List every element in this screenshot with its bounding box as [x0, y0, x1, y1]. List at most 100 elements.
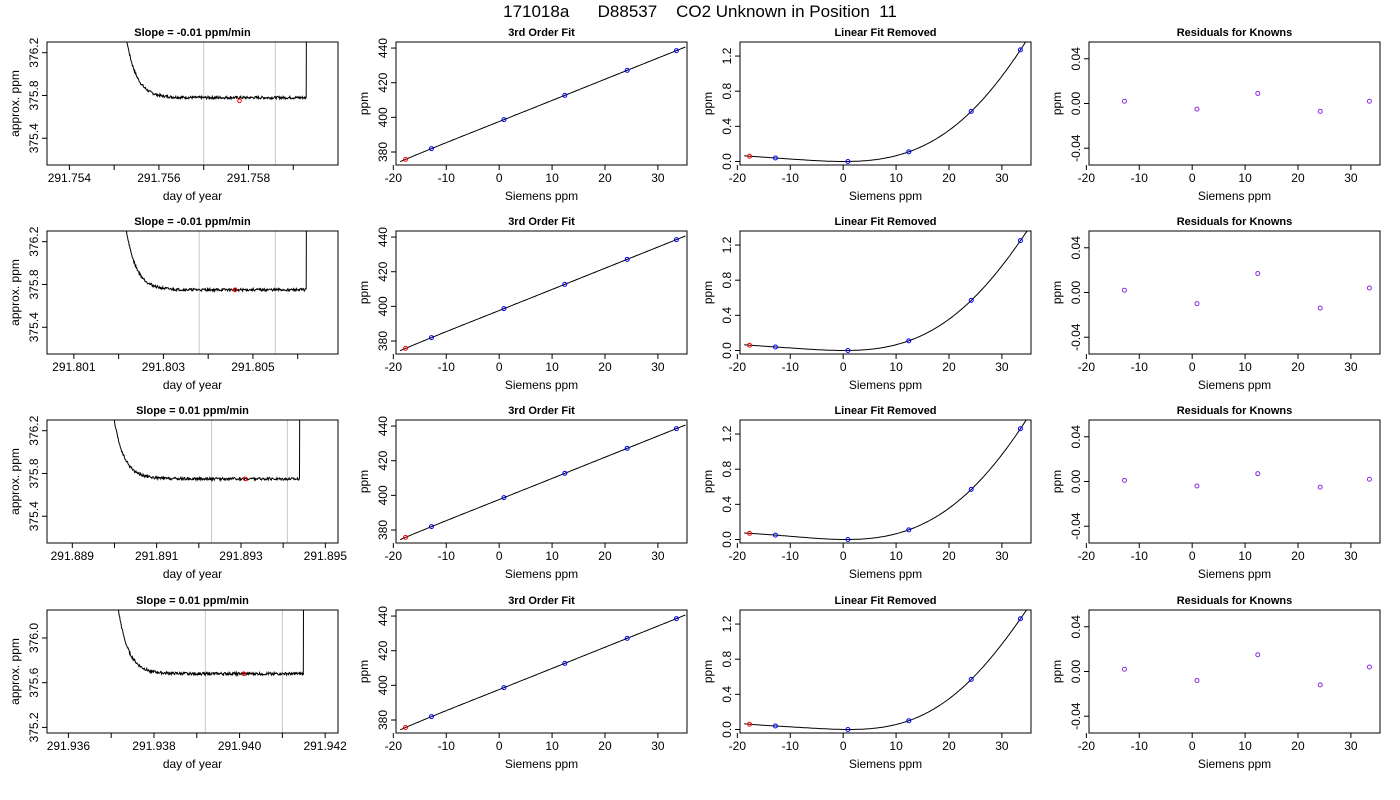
known-standard-point [968, 486, 974, 492]
known-standard-point [562, 660, 568, 666]
y-tick-label: 380 [376, 520, 390, 540]
x-axis-label: day of year [163, 757, 222, 771]
unknown-sample-point [241, 671, 247, 677]
panel-title: Linear Fit Removed [834, 405, 936, 417]
x-tick-label: 30 [1344, 360, 1358, 374]
known-standard-point [906, 149, 912, 155]
plot-area [1121, 652, 1372, 688]
x-tick-label: 291.803 [142, 360, 186, 374]
x-axis-label: day of year [163, 378, 222, 392]
y-tick-label: 0.04 [1069, 47, 1083, 71]
x-axis-label: Siemens ppm [1198, 757, 1271, 771]
y-tick-label: 375.6 [27, 667, 41, 697]
plot-frame [395, 230, 688, 355]
y-tick-label: 0.8 [720, 461, 734, 478]
x-axis-label: Siemens ppm [1198, 189, 1271, 203]
x-tick-label: 30 [995, 360, 1009, 374]
x-tick-label: -20 [1078, 360, 1096, 374]
residual-point [1121, 287, 1127, 293]
x-tick-label: -10 [438, 549, 456, 563]
known-standard-point [968, 297, 974, 303]
plot-area [400, 614, 686, 731]
x-axis-label: Siemens ppm [849, 567, 922, 581]
y-tick-label: 380 [376, 710, 390, 730]
y-tick-label: 0.00 [1069, 659, 1083, 683]
x-tick-label: 10 [1238, 739, 1252, 753]
y-tick-label: -0.04 [1069, 702, 1083, 730]
unknown-sample-point [747, 342, 753, 348]
y-axis-label: approx. ppm [8, 259, 22, 326]
known-standard-point [1017, 47, 1023, 53]
x-tick-label: 10 [1238, 549, 1252, 563]
residual-point [1255, 270, 1261, 276]
known-standard-point [428, 714, 434, 720]
x-tick-label: -20 [385, 360, 403, 374]
panel-title: Slope = -0.01 ppm/min [134, 216, 251, 228]
x-tick-label: 20 [942, 360, 956, 374]
known-standard-point [673, 616, 679, 622]
panel-2-4: Residuals for Knowns -20 -10 0 10 20 30 -0.04 0.… [1050, 216, 1381, 392]
plot-frame [46, 609, 339, 734]
plot-area [117, 610, 304, 733]
plot-area [744, 231, 1028, 353]
y-axis-label: ppm [701, 470, 715, 493]
x-tick-label: 10 [889, 739, 903, 753]
y-tick-label: 375.4 [27, 501, 41, 531]
y-tick-label: 0.00 [1069, 91, 1083, 115]
panel-3-2: 3rd Order Fit -20 -10 0 10 20 30 380 400 420 440 Si… [357, 405, 688, 581]
x-axis-label: Siemens ppm [505, 757, 578, 771]
x-tick-label: -10 [782, 549, 800, 563]
y-tick-label: 380 [376, 142, 390, 162]
panel-4-2: 3rd Order Fit -20 -10 0 10 20 30 380 400 420 440 Si… [357, 595, 688, 771]
y-axis-label: approx. ppm [8, 448, 22, 515]
x-tick-label: 291.805 [231, 360, 275, 374]
residual-point [1255, 471, 1261, 477]
y-tick-label: 0.00 [1069, 469, 1083, 493]
y-tick-label: 420 [376, 450, 390, 470]
known-standard-point [501, 117, 507, 123]
residual-point [1255, 652, 1261, 658]
plot-frame [46, 230, 339, 355]
x-axis-label: Siemens ppm [505, 567, 578, 581]
panel-title: Linear Fit Removed [834, 216, 936, 228]
x-tick-label: 10 [545, 739, 559, 753]
known-standard-point [501, 685, 507, 691]
y-axis-label: approx. ppm [8, 70, 22, 137]
plot-frame [739, 419, 1032, 544]
plot-area [400, 46, 686, 163]
y-tick-label: 1.2 [720, 47, 734, 64]
plot-area [126, 42, 307, 165]
series-line [125, 231, 307, 294]
y-tick-label: 0.0 [720, 531, 734, 548]
x-tick-label: 0 [496, 171, 503, 185]
y-axis-label: ppm [1050, 281, 1064, 304]
x-tick-label: -20 [729, 549, 747, 563]
known-standard-point [906, 338, 912, 344]
x-tick-label: 20 [942, 739, 956, 753]
plot-area [744, 420, 1027, 542]
y-tick-label: 376.2 [27, 226, 41, 256]
x-tick-label: 30 [1344, 739, 1358, 753]
x-tick-label: -10 [1131, 171, 1149, 185]
residual-point [1194, 106, 1200, 112]
x-tick-label: 291.756 [137, 171, 181, 185]
residual-point [1366, 476, 1372, 482]
plot-frame [739, 609, 1032, 734]
x-axis-label: Siemens ppm [849, 378, 922, 392]
known-standard-point [906, 527, 912, 533]
y-tick-label: 375.8 [27, 269, 41, 299]
panel-title: Slope = 0.01 ppm/min [136, 595, 249, 607]
y-tick-label: 0.4 [720, 118, 734, 135]
panel-title: Slope = -0.01 ppm/min [134, 27, 251, 39]
x-tick-label: 291.938 [132, 739, 176, 753]
known-standard-point [845, 158, 851, 164]
unknown-sample-point [403, 345, 409, 351]
panel-1-4: Residuals for Knowns -20 -10 0 10 20 30 -0.04 0.… [1050, 27, 1381, 203]
panel-title: Linear Fit Removed [834, 595, 936, 607]
x-tick-label: -20 [1078, 739, 1096, 753]
known-standard-point [673, 237, 679, 243]
x-tick-label: 291.758 [227, 171, 271, 185]
known-standard-point [968, 108, 974, 114]
y-tick-label: 0.8 [720, 651, 734, 668]
residual-point [1317, 484, 1323, 490]
